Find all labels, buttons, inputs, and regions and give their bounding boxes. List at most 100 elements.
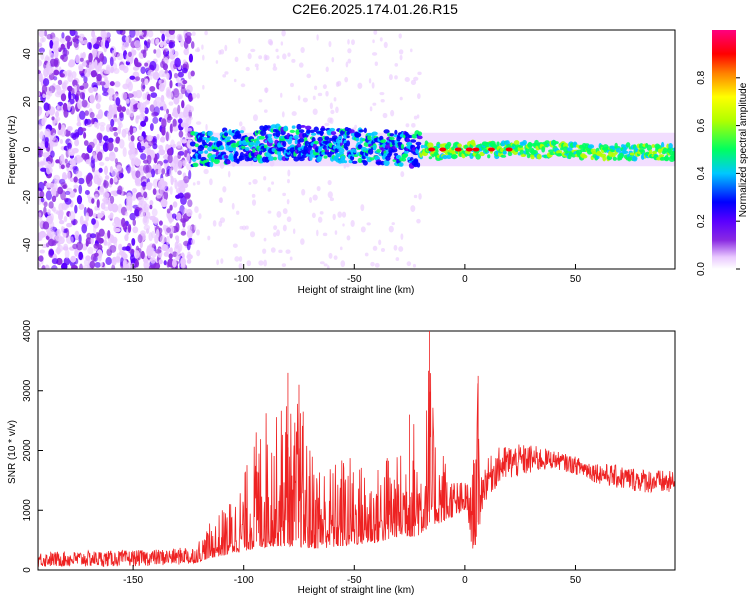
heatmap-cell xyxy=(38,146,42,156)
heatmap-cell xyxy=(371,131,378,136)
heatmap-cell xyxy=(166,36,170,44)
heatmap-cell xyxy=(166,108,170,115)
heatmap-cell xyxy=(611,152,616,158)
heatmap-cell xyxy=(324,122,330,127)
heatmap-cell xyxy=(160,136,166,143)
heatmap-cell xyxy=(122,222,128,231)
heatmap-cell xyxy=(74,95,79,101)
heatmap-cell xyxy=(51,195,57,203)
heatmap-cell xyxy=(146,154,152,165)
heatmap-cell xyxy=(56,228,61,237)
heatmap-cell xyxy=(180,159,188,164)
spectrogram-y-tick-label: -40 xyxy=(22,237,33,252)
heatmap-cell xyxy=(439,147,447,152)
heatmap-cell xyxy=(79,110,86,120)
heatmap-cell xyxy=(39,131,45,140)
heatmap-cell xyxy=(267,210,272,214)
heatmap-cell xyxy=(48,201,54,209)
heatmap-cell xyxy=(169,167,173,178)
heatmap-cell xyxy=(38,142,41,147)
heatmap-cell xyxy=(137,196,145,202)
heatmap-cell xyxy=(140,82,146,92)
heatmap-cell xyxy=(276,55,280,60)
heatmap-cell xyxy=(346,135,350,139)
heatmap-cell xyxy=(412,263,417,268)
heatmap-cell xyxy=(85,240,89,247)
heatmap-cell xyxy=(138,210,146,218)
colorbar-tick-label: 0.0 xyxy=(696,262,707,276)
colorbar-label: Normalized spectral amplitude xyxy=(738,82,749,217)
heatmap-cell xyxy=(154,96,162,103)
heatmap-cell xyxy=(149,204,153,210)
heatmap-cell xyxy=(263,237,267,242)
heatmap-cell xyxy=(187,251,191,257)
heatmap-cell xyxy=(58,209,64,217)
heatmap-cell xyxy=(50,150,55,158)
heatmap-cell xyxy=(74,30,78,37)
heatmap-cell xyxy=(102,191,110,199)
heatmap-cell xyxy=(140,145,146,151)
heatmap-cell xyxy=(60,127,67,137)
heatmap-cell xyxy=(38,106,43,116)
heatmap-cell xyxy=(96,36,103,41)
heatmap-cell xyxy=(527,142,533,148)
heatmap-cell xyxy=(345,146,349,151)
heatmap-cell xyxy=(249,231,256,238)
heatmap-cell xyxy=(295,130,300,136)
heatmap-cell xyxy=(238,37,241,44)
heatmap-cell xyxy=(137,31,144,36)
heatmap-cell xyxy=(278,249,283,254)
heatmap-cell xyxy=(231,202,235,210)
heatmap-cell xyxy=(267,187,271,192)
heatmap-cell xyxy=(137,233,143,244)
heatmap-cell xyxy=(79,92,85,100)
heatmap-cell xyxy=(60,93,67,102)
heatmap-cell xyxy=(252,178,258,185)
heatmap-cell xyxy=(418,193,422,200)
heatmap-cell xyxy=(81,61,87,67)
heatmap-cell xyxy=(331,57,335,63)
heatmap-cell xyxy=(168,41,176,48)
heatmap-cell xyxy=(127,81,133,92)
heatmap-cell xyxy=(223,155,229,159)
heatmap-cell xyxy=(91,87,98,92)
heatmap-cell xyxy=(69,30,76,37)
heatmap-cell xyxy=(76,84,80,93)
heatmap-cell xyxy=(166,148,173,156)
heatmap-cell xyxy=(300,46,305,54)
heatmap-cell xyxy=(367,134,372,141)
heatmap-cell xyxy=(47,228,55,238)
heatmap-cell xyxy=(209,178,213,186)
heatmap-cell xyxy=(142,164,150,174)
heatmap-cell xyxy=(107,88,115,96)
heatmap-cell xyxy=(602,155,607,162)
heatmap-cell xyxy=(152,143,158,150)
heatmap-cell xyxy=(242,225,247,231)
heatmap-cell xyxy=(328,40,332,48)
heatmap-cell xyxy=(281,30,286,37)
heatmap-cell xyxy=(88,141,95,149)
heatmap-cell xyxy=(196,180,201,185)
heatmap-cell xyxy=(55,234,63,242)
heatmap-cell xyxy=(55,159,61,164)
heatmap-cell xyxy=(265,125,272,129)
heatmap-cell xyxy=(383,159,390,167)
heatmap-cell xyxy=(140,120,147,127)
heatmap-cell xyxy=(329,197,335,202)
heatmap-cell xyxy=(393,244,398,251)
heatmap-cell xyxy=(94,193,99,200)
heatmap-cell xyxy=(151,230,156,239)
heatmap-cell xyxy=(54,118,59,124)
snr-x-ticks: -150 -100 -50 0 50 xyxy=(123,565,581,586)
heatmap-cell xyxy=(380,98,385,103)
heatmap-cell xyxy=(379,37,383,42)
spectrogram-y-tick-label: 0 xyxy=(22,146,33,152)
heatmap-cell xyxy=(40,197,45,203)
heatmap-cell xyxy=(113,131,118,137)
heatmap-cell xyxy=(85,212,90,222)
heatmap-cell xyxy=(290,82,294,88)
heatmap-cell xyxy=(323,155,328,159)
heatmap-cell xyxy=(122,147,127,158)
heatmap-cell xyxy=(147,39,151,45)
heatmap-cell xyxy=(245,66,250,72)
